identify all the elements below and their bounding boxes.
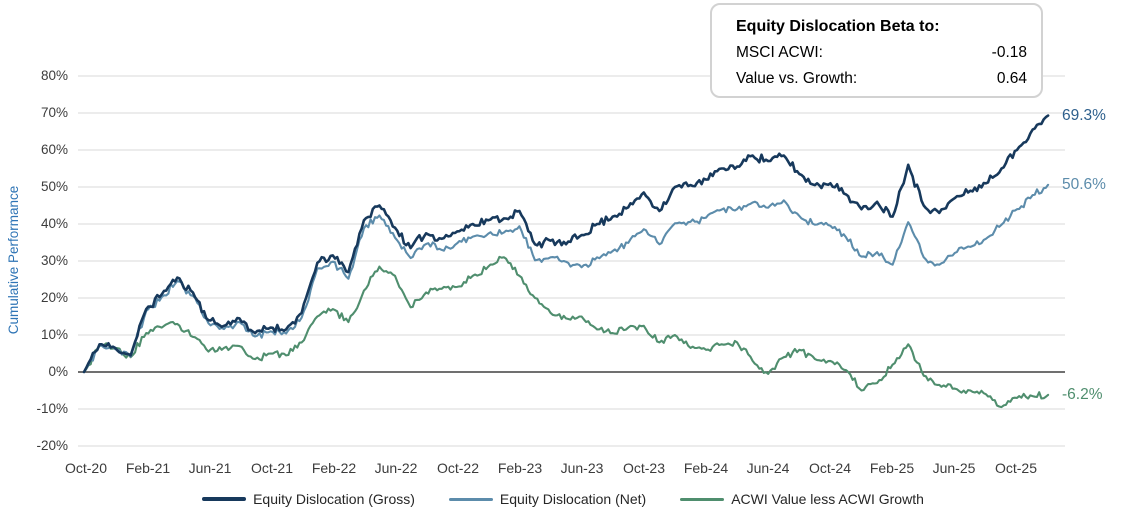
x-tick-label: Jun-22 <box>374 460 418 476</box>
x-tick-label: Feb-25 <box>869 460 915 476</box>
x-tick-label: Feb-22 <box>311 460 357 476</box>
legend: Equity Dislocation (Gross) Equity Disloca… <box>18 487 1108 511</box>
y-tick-label: 0% <box>48 364 68 379</box>
x-tick-label: Oct-20 <box>64 460 107 476</box>
y-tick-label: 70% <box>40 105 68 120</box>
legend-label: ACWI Value less ACWI Growth <box>731 491 924 507</box>
legend-item: Equity Dislocation (Net) <box>448 491 647 507</box>
y-tick-label: 10% <box>40 327 68 342</box>
beta-row-msci-acwi: MSCI ACWI: -0.18 <box>736 40 1027 66</box>
x-tick-label: Jun-21 <box>188 460 232 476</box>
x-tick-label: Feb-24 <box>683 460 729 476</box>
series-line <box>82 183 1050 374</box>
legend-line-swatch <box>680 497 725 501</box>
x-tick-label: Oct-22 <box>436 460 479 476</box>
y-tick-label: 50% <box>40 179 68 194</box>
series-end-label: 69.3% <box>1062 106 1106 124</box>
y-tick-label: 40% <box>40 216 68 231</box>
x-tick-label: Feb-23 <box>497 460 543 476</box>
series-line <box>82 114 1050 374</box>
y-tick-label: 80% <box>40 68 68 83</box>
legend-line-swatch <box>448 497 493 501</box>
y-tick-label: -20% <box>36 438 68 453</box>
x-tick-label: Oct-24 <box>808 460 851 476</box>
x-tick-label: Jun-25 <box>932 460 976 476</box>
x-tick-label: Jun-23 <box>560 460 604 476</box>
beta-row-label: Value vs. Growth: <box>736 70 858 87</box>
beta-row-value-vs-growth: Value vs. Growth: 0.64 <box>736 66 1027 92</box>
beta-row-value: -0.18 <box>991 44 1027 61</box>
y-tick-label: -10% <box>36 401 68 416</box>
x-tick-label: Jun-24 <box>746 460 790 476</box>
beta-row-label: MSCI ACWI: <box>736 44 823 61</box>
x-tick-label: Oct-25 <box>994 460 1037 476</box>
y-tick-label: 60% <box>40 142 68 157</box>
legend-item: Equity Dislocation (Gross) <box>202 491 415 507</box>
series-end-label: 50.6% <box>1062 175 1106 193</box>
y-tick-label: 20% <box>40 290 68 305</box>
legend-label: Equity Dislocation (Net) <box>499 491 647 507</box>
legend-line-swatch <box>202 497 247 501</box>
legend-item: ACWI Value less ACWI Growth <box>680 491 924 507</box>
series-line <box>82 255 1050 409</box>
legend-label: Equity Dislocation (Gross) <box>253 491 415 507</box>
beta-box-title: Equity Dislocation Beta to: <box>736 18 940 35</box>
x-tick-label: Oct-21 <box>250 460 293 476</box>
beta-annotation-box: Equity Dislocation Beta to: MSCI ACWI: -… <box>710 3 1043 98</box>
x-tick-label: Feb-21 <box>125 460 171 476</box>
series-end-label: -6.2% <box>1062 385 1103 403</box>
beta-row-value: 0.64 <box>996 70 1027 87</box>
y-tick-label: 30% <box>40 253 68 268</box>
x-tick-label: Oct-23 <box>622 460 665 476</box>
